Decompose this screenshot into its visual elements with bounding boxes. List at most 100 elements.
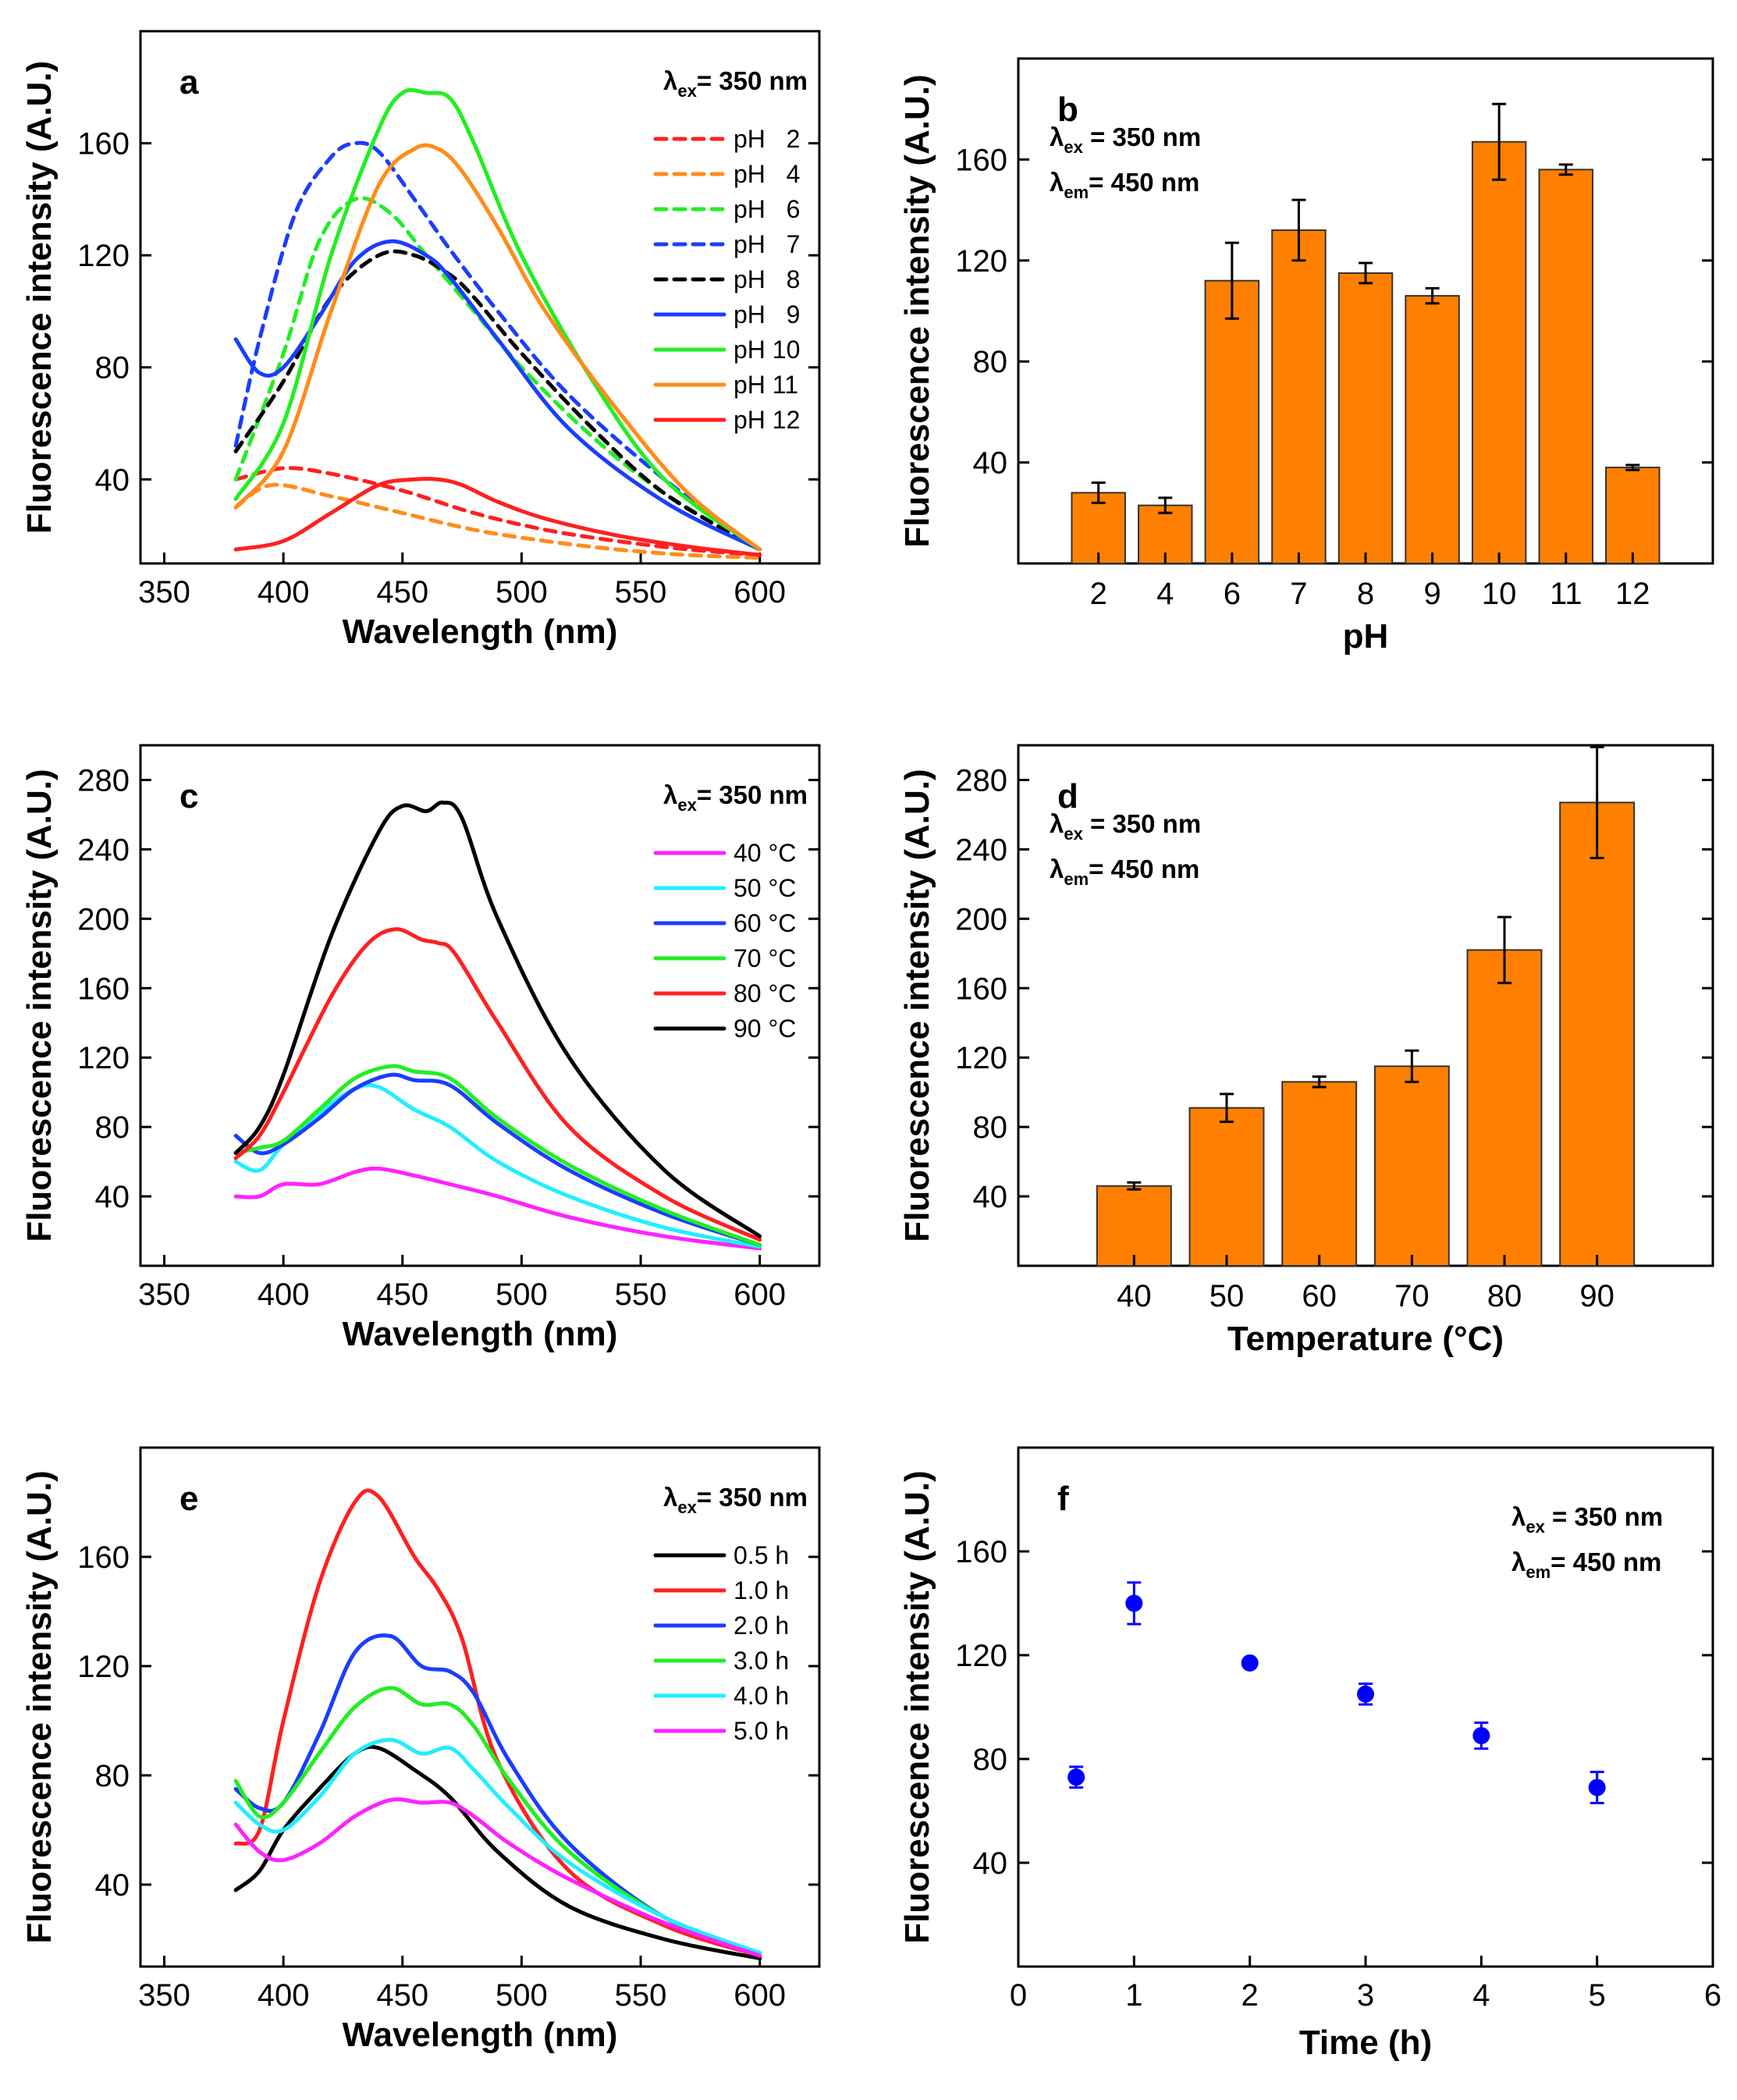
x-tick-label: 70 <box>1394 1279 1430 1313</box>
x-tick-label: 550 <box>615 1978 667 2013</box>
plot-frame <box>139 30 821 565</box>
y-axis-label: Fluorescence intensity (A.U.) <box>898 769 936 1242</box>
x-tick-label: 450 <box>376 1277 428 1312</box>
legend-label: 5.0 h <box>734 1717 789 1745</box>
y-axis-label: Fluorescence intensity (A.U.) <box>20 61 59 534</box>
series-line <box>233 927 762 1242</box>
x-tick-label: 90 <box>1579 1279 1614 1313</box>
lambda-symbol: λ <box>1050 855 1064 883</box>
x-tick-label: 350 <box>138 575 190 609</box>
x-tick-label: 3 <box>1357 1978 1374 2013</box>
lambda-symbol: λ <box>1050 809 1064 838</box>
y-axis-label: Fluorescence intensity (A.U.) <box>20 1470 59 1943</box>
legend-label: 40 °C <box>734 839 796 867</box>
x-tick-label: 10 <box>1482 577 1517 611</box>
x-tick-label: 500 <box>496 575 548 609</box>
x-tick-label: 550 <box>615 575 667 609</box>
series-line <box>233 87 762 552</box>
y-tick-label: 280 <box>955 763 1007 798</box>
data-point <box>1357 1685 1374 1703</box>
legend-label: 60 °C <box>734 909 796 937</box>
lambda-symbol: λ <box>1050 123 1064 151</box>
chart-c: c 40 80 120 160 200 240 280 Fluorescence intensi… <box>20 744 821 1353</box>
lambda-subscript: ex <box>1064 824 1083 844</box>
y-tick-label: 80 <box>95 351 130 386</box>
x-tick-label: 50 <box>1210 1279 1245 1313</box>
lambda-value: = 350 nm <box>697 780 808 809</box>
y-tick-label: 120 <box>955 1639 1007 1673</box>
lambda-subscript: ex <box>677 1498 697 1517</box>
y-tick-label: 40 <box>973 446 1008 481</box>
lambda-value: = 350 nm <box>697 1483 808 1512</box>
series-line <box>233 476 762 557</box>
x-tick-label: 12 <box>1615 577 1650 611</box>
legend-label: pH 12 <box>734 406 800 434</box>
y-tick-label: 40 <box>973 1180 1008 1214</box>
x-tick-label: 6 <box>1704 1978 1721 2013</box>
y-tick-label: 80 <box>973 345 1008 379</box>
x-tick-label: 6 <box>1224 577 1241 611</box>
x-tick-label: 80 <box>1487 1279 1522 1313</box>
legend-label: pH 7 <box>734 230 800 258</box>
legend-label: 80 °C <box>734 979 796 1007</box>
y-tick-label: 80 <box>95 1759 130 1793</box>
legend-label: pH 6 <box>734 195 800 223</box>
lambda-symbol: λ <box>663 1483 677 1512</box>
series-line <box>233 249 762 552</box>
series-line <box>233 1072 762 1247</box>
x-tick-label: 2 <box>1090 577 1107 611</box>
series-line <box>233 143 762 552</box>
x-tick-label: 600 <box>734 1277 786 1312</box>
y-tick-label: 160 <box>955 972 1007 1006</box>
y-tick-label: 200 <box>955 902 1007 936</box>
bar <box>1071 492 1126 564</box>
x-axis-label: Wavelength (nm) <box>343 2016 618 2054</box>
x-tick-label: 4 <box>1472 1978 1490 2013</box>
lambda-subscript: em <box>1064 869 1089 889</box>
lambda-subscript: ex <box>1064 137 1083 157</box>
bar <box>1605 467 1661 565</box>
lambda-value: = 450 nm <box>1089 168 1199 197</box>
series-line <box>233 1064 762 1247</box>
x-tick-label: 1 <box>1125 1978 1142 2013</box>
lambda-symbol: λ <box>1050 168 1064 197</box>
series-line <box>233 1082 762 1249</box>
chart-b: b 40 80 120 160 Fluorescence intensity (A.U.)… <box>898 57 1714 656</box>
x-tick-label: 500 <box>496 1277 548 1312</box>
legend-label: 2.0 h <box>734 1611 789 1640</box>
lambda-symbol: λ <box>1511 1547 1526 1576</box>
legend-label: pH 9 <box>734 300 800 329</box>
bar <box>1405 295 1460 564</box>
lambda-value: = 350 nm <box>1083 809 1201 838</box>
y-tick-label: 120 <box>955 244 1007 279</box>
y-tick-label: 80 <box>95 1110 130 1145</box>
series-line <box>233 1738 762 1955</box>
y-tick-label: 80 <box>973 1743 1008 1777</box>
bar <box>1204 279 1260 564</box>
x-tick-label: 450 <box>376 1978 428 2013</box>
x-tick-label: 600 <box>734 1978 786 2013</box>
x-tick-label: 4 <box>1156 577 1174 611</box>
x-tick-label: 500 <box>496 1978 548 2013</box>
legend-label: 0.5 h <box>734 1541 789 1569</box>
x-tick-label: 450 <box>376 575 428 609</box>
plot-frame <box>139 744 821 1267</box>
y-tick-label: 40 <box>95 1180 130 1214</box>
x-tick-label: 60 <box>1302 1279 1337 1313</box>
legend-label: 3.0 h <box>734 1647 789 1675</box>
y-axis-label: Fluorescence intensity (A.U.) <box>20 769 59 1242</box>
legend-label: pH 2 <box>734 125 800 153</box>
panel-label: a <box>179 63 199 101</box>
lambda-subscript: em <box>1526 1562 1551 1582</box>
x-tick-label: 9 <box>1423 577 1440 611</box>
lambda-symbol: λ <box>663 66 677 95</box>
excitation-annotation: λex= 350 nm <box>663 1483 808 1517</box>
lambda-value: = 350 nm <box>697 66 808 95</box>
x-axis-label: Wavelength (nm) <box>343 1315 618 1353</box>
y-tick-label: 200 <box>77 902 130 936</box>
lambda-value: = 450 nm <box>1551 1547 1661 1576</box>
y-tick-label: 160 <box>77 1540 130 1575</box>
x-tick-label: 8 <box>1357 577 1374 611</box>
y-tick-label: 160 <box>955 1535 1007 1569</box>
